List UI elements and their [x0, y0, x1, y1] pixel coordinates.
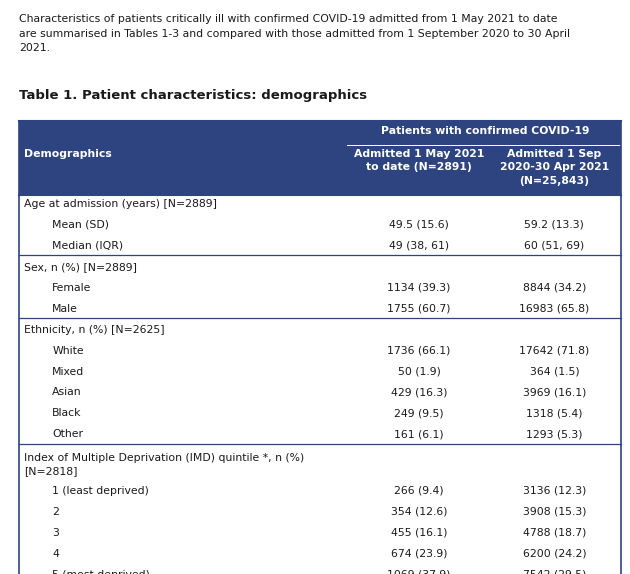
- Text: 17642 (71.8): 17642 (71.8): [519, 346, 590, 355]
- Text: 161 (6.1): 161 (6.1): [394, 429, 444, 439]
- Text: Ethnicity, n (%) [N=2625]: Ethnicity, n (%) [N=2625]: [24, 325, 164, 335]
- Text: 4: 4: [52, 549, 59, 559]
- Text: 7542 (29.5): 7542 (29.5): [523, 570, 586, 574]
- Text: 8844 (34.2): 8844 (34.2): [523, 283, 586, 293]
- Text: 3908 (15.3): 3908 (15.3): [523, 507, 586, 517]
- Text: Admitted 1 Sep
2020-30 Apr 2021
(N=25,843): Admitted 1 Sep 2020-30 Apr 2021 (N=25,84…: [500, 149, 609, 185]
- Text: Female: Female: [52, 283, 92, 293]
- Text: 1134 (39.3): 1134 (39.3): [387, 283, 450, 293]
- Text: Admitted 1 May 2021
to date (N=2891): Admitted 1 May 2021 to date (N=2891): [354, 149, 484, 172]
- Text: Patients with confirmed COVID-19: Patients with confirmed COVID-19: [381, 126, 589, 136]
- Text: Mixed: Mixed: [52, 367, 84, 377]
- Text: 266 (9.4): 266 (9.4): [394, 486, 444, 496]
- Text: 6200 (24.2): 6200 (24.2): [523, 549, 586, 559]
- Text: 49 (38, 61): 49 (38, 61): [389, 241, 449, 251]
- Bar: [19, 121, 621, 195]
- Text: 1318 (5.4): 1318 (5.4): [526, 409, 583, 418]
- Text: Black: Black: [52, 409, 82, 418]
- Text: 3969 (16.1): 3969 (16.1): [523, 387, 586, 397]
- Text: Median (IQR): Median (IQR): [52, 241, 123, 251]
- Text: 16983 (65.8): 16983 (65.8): [519, 304, 590, 313]
- Text: 249 (9.5): 249 (9.5): [394, 409, 444, 418]
- Text: 429 (16.3): 429 (16.3): [391, 387, 447, 397]
- Text: Table 1. Patient characteristics: demographics: Table 1. Patient characteristics: demogr…: [19, 89, 367, 102]
- Text: 1736 (66.1): 1736 (66.1): [387, 346, 450, 355]
- Text: 60 (51, 69): 60 (51, 69): [524, 241, 585, 251]
- Text: 1293 (5.3): 1293 (5.3): [526, 429, 583, 439]
- Text: 59.2 (13.3): 59.2 (13.3): [524, 220, 585, 230]
- Text: Male: Male: [52, 304, 78, 313]
- Text: 2: 2: [52, 507, 59, 517]
- Text: 5 (most deprived): 5 (most deprived): [52, 570, 150, 574]
- Text: 354 (12.6): 354 (12.6): [391, 507, 447, 517]
- Text: 4788 (18.7): 4788 (18.7): [523, 528, 586, 538]
- Text: Other: Other: [52, 429, 83, 439]
- Text: 1755 (60.7): 1755 (60.7): [387, 304, 450, 313]
- Text: White: White: [52, 346, 84, 355]
- Text: 455 (16.1): 455 (16.1): [391, 528, 447, 538]
- Text: Demographics: Demographics: [24, 149, 112, 159]
- Text: 1 (least deprived): 1 (least deprived): [52, 486, 149, 496]
- Text: Index of Multiple Deprivation (IMD) quintile *, n (%)
[N=2818]: Index of Multiple Deprivation (IMD) quin…: [24, 453, 304, 476]
- Text: Characteristics of patients critically ill with confirmed COVID-19 admitted from: Characteristics of patients critically i…: [19, 14, 570, 53]
- Text: 1069 (37.9): 1069 (37.9): [387, 570, 450, 574]
- Text: 50 (1.9): 50 (1.9): [398, 367, 440, 377]
- Text: Age at admission (years) [N=2889]: Age at admission (years) [N=2889]: [24, 199, 217, 209]
- Text: Asian: Asian: [52, 387, 82, 397]
- Text: Sex, n (%) [N=2889]: Sex, n (%) [N=2889]: [24, 262, 137, 272]
- Text: 674 (23.9): 674 (23.9): [391, 549, 447, 559]
- Text: 3: 3: [52, 528, 59, 538]
- Text: Mean (SD): Mean (SD): [52, 220, 109, 230]
- Text: 49.5 (15.6): 49.5 (15.6): [389, 220, 449, 230]
- Text: 3136 (12.3): 3136 (12.3): [523, 486, 586, 496]
- Text: 364 (1.5): 364 (1.5): [530, 367, 579, 377]
